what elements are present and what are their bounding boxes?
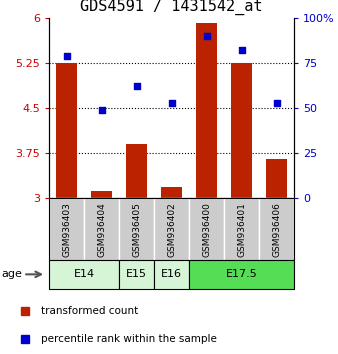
Bar — [154, 260, 189, 289]
Bar — [119, 198, 154, 260]
Text: E17.5: E17.5 — [226, 269, 258, 279]
Text: E15: E15 — [126, 269, 147, 279]
Text: GSM936402: GSM936402 — [167, 202, 176, 257]
Bar — [126, 144, 147, 198]
Text: transformed count: transformed count — [41, 306, 138, 316]
Bar — [84, 198, 119, 260]
Bar — [189, 198, 224, 260]
Text: percentile rank within the sample: percentile rank within the sample — [41, 334, 216, 344]
Bar — [266, 159, 287, 198]
Bar — [49, 198, 84, 260]
Point — [64, 53, 69, 58]
Point — [99, 107, 104, 113]
Text: E14: E14 — [73, 269, 95, 279]
Point — [169, 100, 174, 105]
Text: E16: E16 — [161, 269, 182, 279]
Bar — [161, 187, 182, 198]
Title: GDS4591 / 1431542_at: GDS4591 / 1431542_at — [80, 0, 263, 15]
Bar — [231, 63, 252, 198]
Bar — [91, 191, 112, 198]
Point — [239, 47, 244, 53]
Point — [134, 84, 139, 89]
Bar — [259, 198, 294, 260]
Bar — [119, 260, 154, 289]
Text: GSM936404: GSM936404 — [97, 202, 106, 257]
Point — [204, 33, 209, 39]
Bar — [49, 260, 119, 289]
Bar — [154, 198, 189, 260]
Text: age: age — [2, 269, 23, 279]
Text: GSM936403: GSM936403 — [62, 202, 71, 257]
Bar — [189, 260, 294, 289]
Bar — [196, 23, 217, 198]
Text: GSM936405: GSM936405 — [132, 202, 141, 257]
Text: GSM936400: GSM936400 — [202, 202, 211, 257]
Point — [274, 100, 279, 105]
Text: GSM936406: GSM936406 — [272, 202, 281, 257]
Text: GSM936401: GSM936401 — [237, 202, 246, 257]
Bar — [56, 63, 77, 198]
Bar — [224, 198, 259, 260]
